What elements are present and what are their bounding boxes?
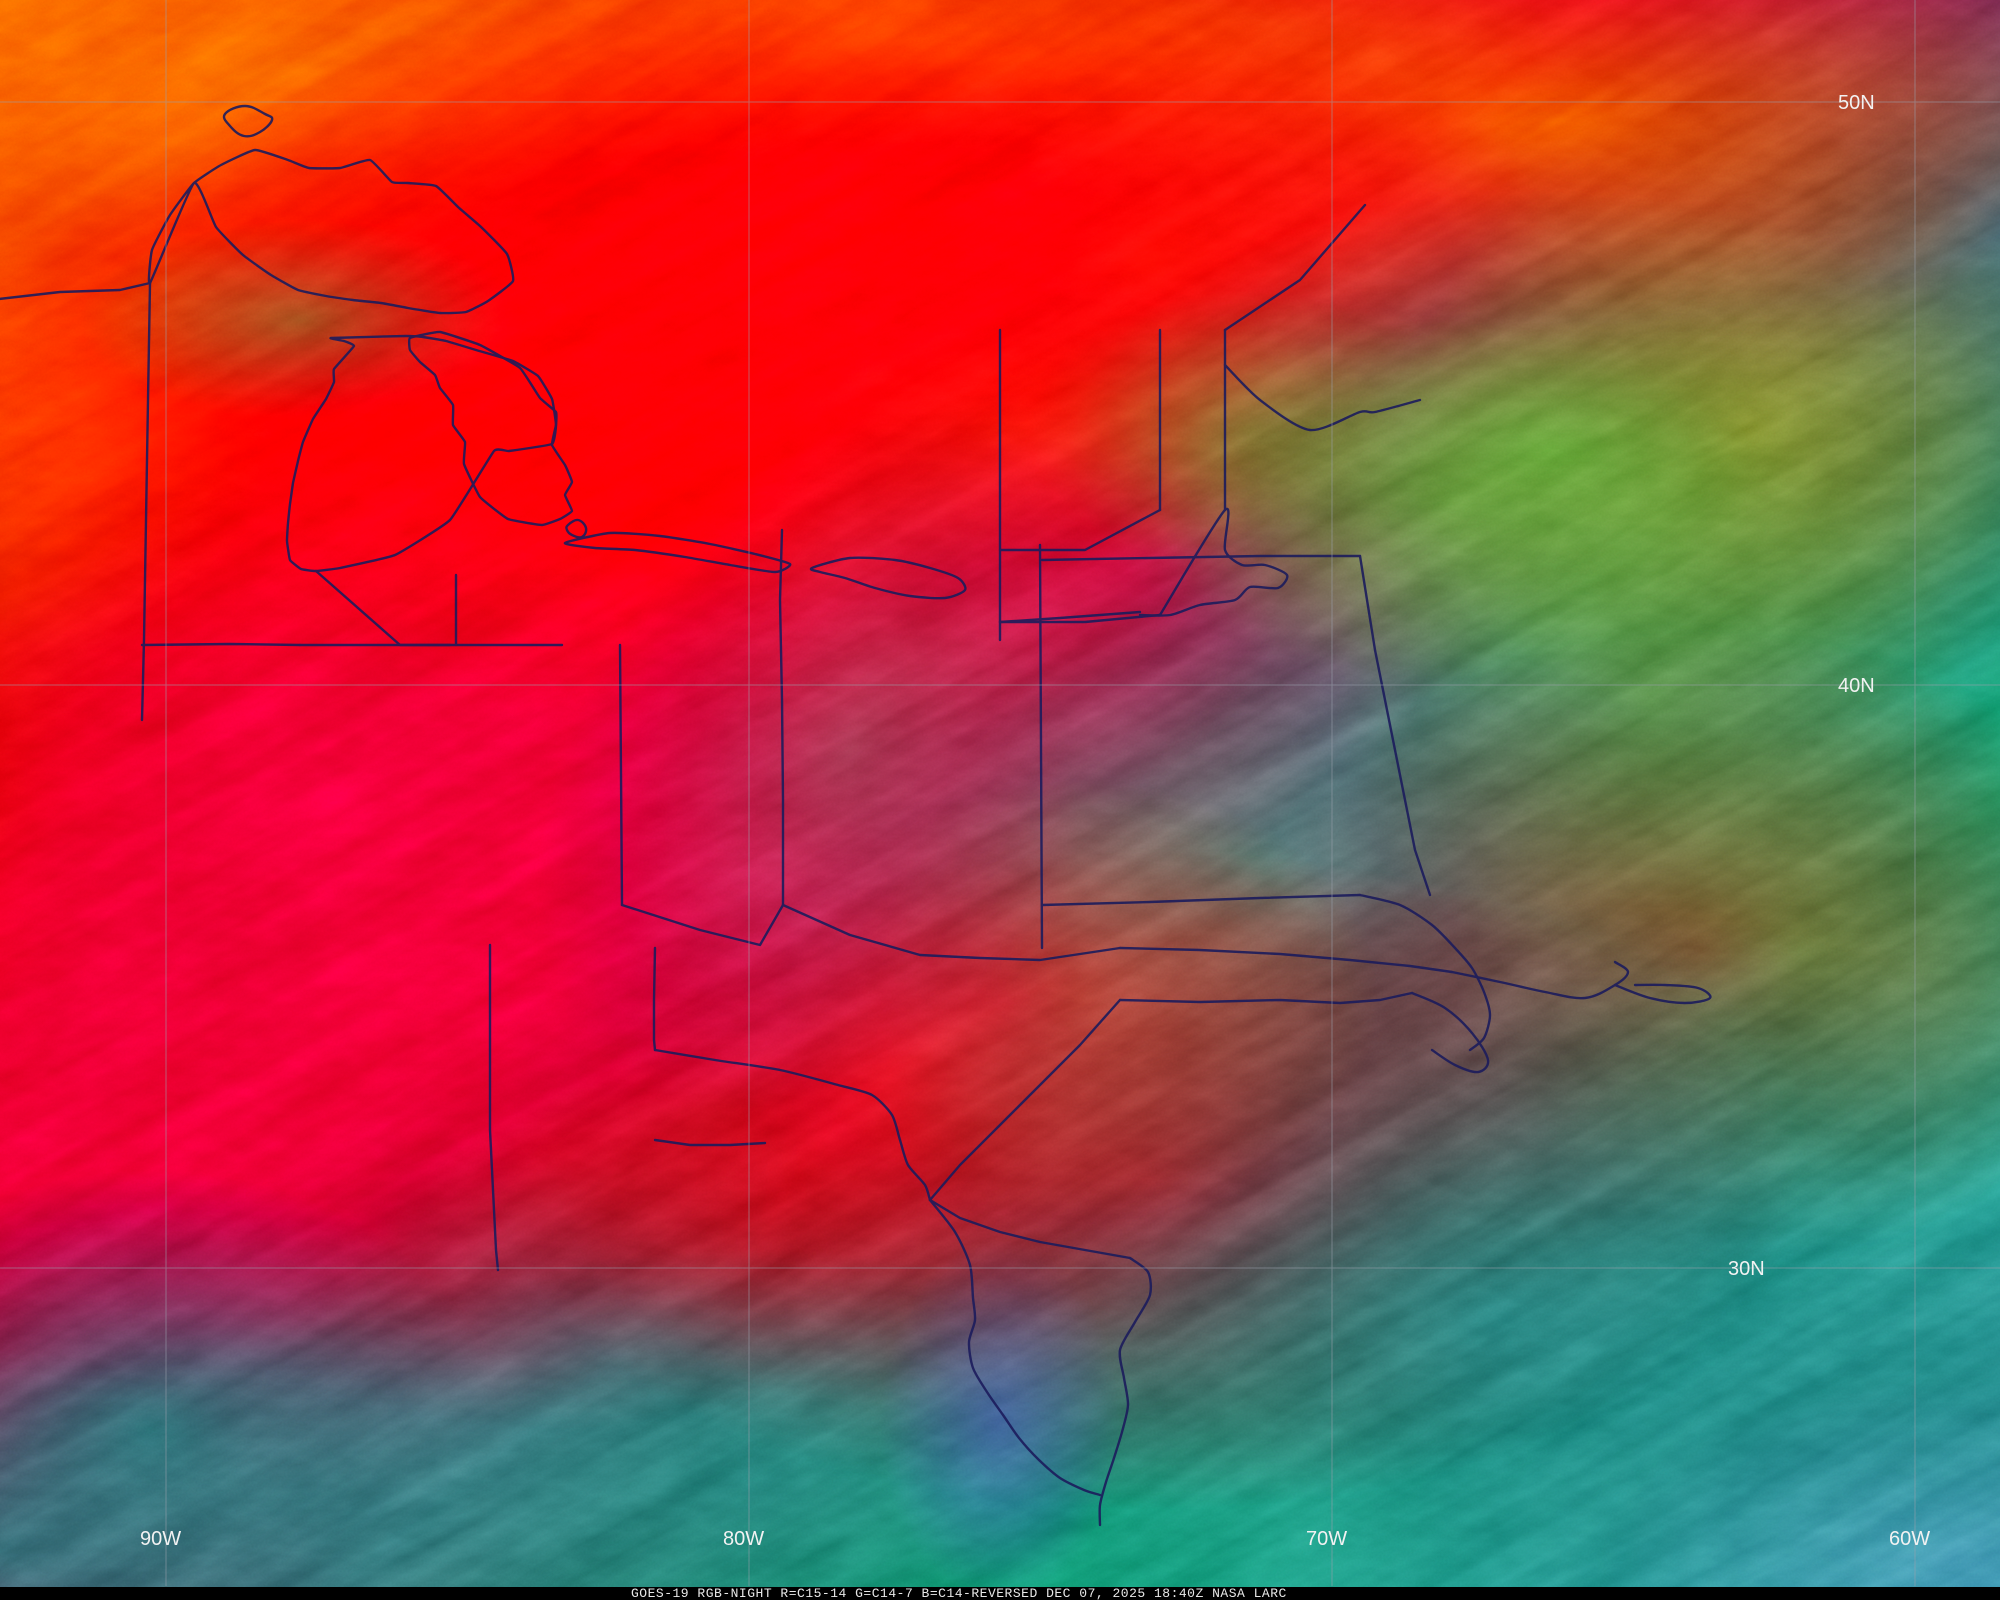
svg-text:GOES-19 RGB-NIGHT R=C15-14: GOES-19 RGB-NIGHT R=C15-14 G=C14-7 B=C14… (631, 1586, 1287, 1600)
